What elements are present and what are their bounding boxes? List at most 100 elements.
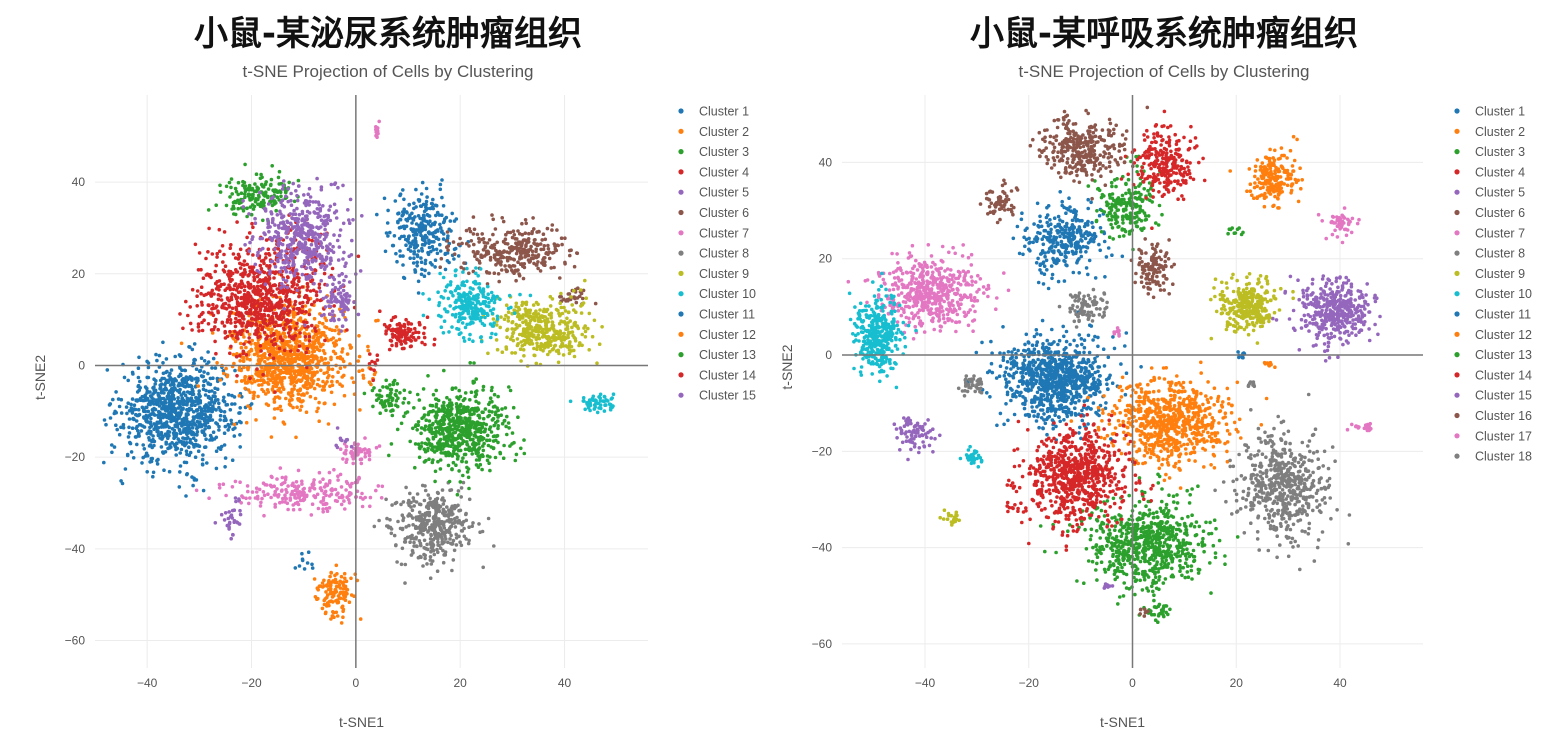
data-point — [288, 250, 293, 254]
data-point — [310, 302, 314, 307]
data-point — [445, 230, 450, 234]
data-point — [402, 322, 407, 327]
data-point — [276, 258, 280, 262]
data-point — [420, 180, 425, 185]
data-point — [500, 268, 504, 272]
data-point — [350, 238, 354, 243]
data-point — [206, 322, 211, 326]
data-point — [338, 579, 343, 584]
data-point — [330, 488, 335, 492]
data-point — [290, 284, 295, 289]
data-point — [352, 300, 356, 305]
data-point — [438, 527, 443, 532]
data-point — [412, 206, 416, 211]
data-point — [291, 181, 296, 186]
data-point — [449, 512, 454, 517]
data-point — [319, 344, 323, 349]
data-point — [316, 359, 321, 364]
data-point — [280, 249, 284, 253]
data-point — [210, 366, 214, 370]
data-point — [204, 256, 208, 261]
data-point — [270, 302, 274, 307]
data-point — [265, 323, 270, 327]
data-point — [300, 227, 305, 231]
data-point — [368, 504, 372, 509]
data-point — [258, 307, 263, 311]
data-point — [257, 316, 261, 321]
data-point — [196, 449, 201, 454]
data-point — [121, 422, 126, 427]
data-point — [302, 370, 307, 374]
data-point — [315, 225, 319, 229]
data-point — [554, 248, 559, 253]
data-point — [190, 376, 194, 380]
data-point — [439, 256, 444, 261]
data-point — [388, 383, 392, 387]
data-point — [214, 449, 219, 454]
data-point — [190, 287, 195, 292]
data-point — [287, 310, 292, 315]
data-point — [255, 372, 259, 377]
data-point — [559, 295, 563, 299]
data-point — [323, 305, 328, 309]
data-point — [490, 213, 494, 217]
data-point — [269, 292, 274, 297]
data-point — [339, 300, 344, 304]
data-point — [200, 303, 204, 307]
data-point — [523, 255, 527, 259]
data-point — [422, 498, 427, 503]
data-point — [415, 260, 420, 265]
data-point — [241, 209, 246, 213]
data-point — [110, 443, 114, 447]
data-point — [314, 243, 319, 248]
data-point — [328, 304, 333, 309]
data-point — [180, 380, 185, 384]
data-point — [350, 452, 354, 456]
data-point — [230, 292, 234, 296]
data-point — [242, 365, 246, 370]
data-point — [324, 318, 329, 323]
data-point — [461, 480, 466, 485]
data-point — [280, 226, 285, 231]
data-point — [312, 334, 316, 339]
data-point — [236, 192, 240, 197]
data-point — [279, 408, 284, 413]
data-point — [313, 495, 318, 500]
data-point — [458, 236, 462, 241]
data-point — [311, 350, 315, 354]
data-point — [473, 252, 478, 256]
data-point — [299, 404, 304, 409]
data-point — [434, 499, 439, 503]
data-point — [462, 534, 467, 539]
data-point — [530, 231, 534, 236]
data-point — [137, 431, 141, 436]
data-point — [306, 192, 311, 197]
data-point — [245, 214, 249, 219]
data-point — [329, 258, 333, 263]
data-point — [238, 512, 243, 517]
data-point — [336, 287, 341, 292]
data-point — [272, 324, 277, 329]
data-point — [116, 397, 121, 401]
data-point — [330, 328, 334, 333]
data-point — [178, 451, 182, 455]
data-point — [339, 502, 344, 507]
data-point — [427, 245, 432, 250]
data-point — [337, 337, 342, 342]
data-point — [324, 295, 328, 299]
data-point — [312, 340, 317, 344]
data-point — [217, 401, 221, 406]
data-point — [296, 348, 300, 353]
data-point — [447, 510, 452, 515]
data-point — [486, 250, 491, 254]
data-point — [273, 505, 278, 509]
data-point — [294, 380, 299, 385]
data-point — [386, 208, 390, 213]
data-point — [201, 453, 205, 457]
data-point — [366, 344, 370, 349]
data-point — [340, 272, 344, 276]
data-point — [258, 176, 263, 181]
data-point — [251, 207, 256, 211]
data-point — [247, 212, 251, 216]
data-point — [201, 387, 206, 392]
